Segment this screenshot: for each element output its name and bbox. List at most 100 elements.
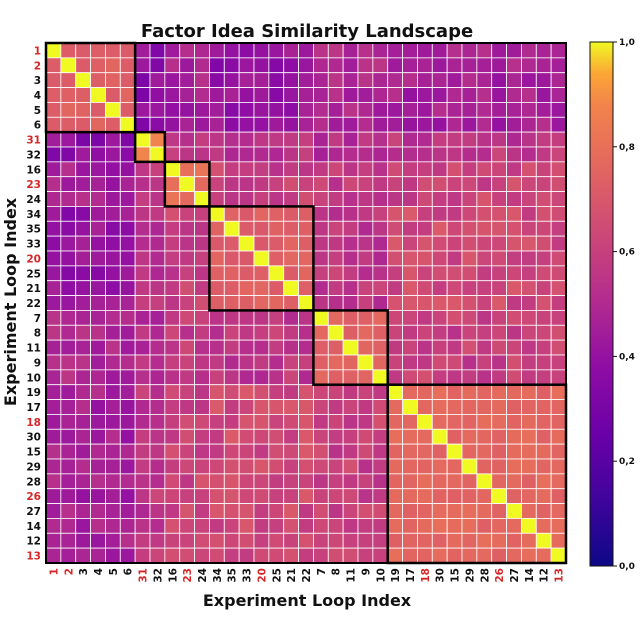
heatmap-cell xyxy=(283,532,299,549)
heatmap-cells xyxy=(45,42,567,564)
heatmap-cell xyxy=(60,443,77,460)
heatmap-cell xyxy=(238,161,255,178)
heatmap-cell xyxy=(461,57,478,74)
heatmap-cell xyxy=(90,42,106,59)
heatmap-cell xyxy=(105,324,121,341)
heatmap-cell xyxy=(134,324,151,341)
heatmap-cell xyxy=(90,102,106,118)
heatmap-cell xyxy=(402,235,418,252)
heatmap-cell xyxy=(209,310,225,326)
heatmap-cell xyxy=(521,518,537,534)
heatmap-cell xyxy=(268,72,285,88)
heatmap-cell xyxy=(298,220,314,237)
heatmap-cell xyxy=(253,518,270,534)
x-tick-label: 3 xyxy=(78,568,90,575)
heatmap-cell xyxy=(105,146,121,163)
heatmap-cell xyxy=(550,384,567,400)
heatmap-cell xyxy=(446,206,463,222)
heatmap-cell xyxy=(119,57,136,74)
heatmap-cell xyxy=(417,428,433,445)
x-tick-label: 34 xyxy=(212,568,224,583)
heatmap-cell xyxy=(283,102,299,118)
heatmap-cell xyxy=(461,161,478,178)
heatmap-cell xyxy=(387,87,403,103)
heatmap-cell xyxy=(313,324,329,341)
heatmap-cell xyxy=(550,443,567,460)
heatmap-cell xyxy=(134,176,151,192)
heatmap-cell xyxy=(506,354,522,371)
heatmap-cell xyxy=(90,488,106,504)
heatmap-cell xyxy=(550,161,567,178)
heatmap-cell xyxy=(372,414,389,430)
heatmap-cell xyxy=(313,310,329,326)
heatmap-cell xyxy=(431,369,448,386)
heatmap-cell xyxy=(90,414,106,430)
heatmap-cell xyxy=(75,295,91,311)
heatmap-cell xyxy=(149,488,166,504)
heatmap-cell xyxy=(476,324,493,341)
heatmap-cell xyxy=(283,488,299,504)
heatmap-cell xyxy=(535,339,552,356)
heatmap-cell xyxy=(90,191,106,207)
heatmap-cell xyxy=(431,116,448,133)
heatmap-cell xyxy=(550,250,567,267)
heatmap-cell xyxy=(268,458,285,475)
heatmap-cell xyxy=(223,116,240,133)
heatmap-cell xyxy=(298,339,314,356)
heatmap-cell xyxy=(253,102,270,118)
heatmap-cell xyxy=(431,146,448,163)
heatmap-cell xyxy=(417,280,433,296)
heatmap-cell xyxy=(476,146,493,163)
heatmap-cell xyxy=(535,503,552,519)
heatmap-cell xyxy=(105,295,121,311)
heatmap-cell xyxy=(283,146,299,163)
heatmap-cell xyxy=(521,250,537,267)
heatmap-cell xyxy=(535,532,552,549)
heatmap-cell xyxy=(134,131,151,148)
heatmap-cell xyxy=(179,369,195,386)
heatmap-cell xyxy=(402,161,418,178)
heatmap-cell xyxy=(431,280,448,296)
heatmap-cell xyxy=(119,547,136,564)
heatmap-cell xyxy=(60,503,77,519)
heatmap-cell xyxy=(521,339,537,356)
heatmap-cell xyxy=(75,87,91,103)
heatmap-cell xyxy=(446,384,463,400)
heatmap-cell xyxy=(550,503,567,519)
heatmap-cell xyxy=(60,42,77,59)
heatmap-cell xyxy=(149,473,166,490)
heatmap-cell xyxy=(417,310,433,326)
heatmap-cell xyxy=(476,102,493,118)
heatmap-cell xyxy=(298,265,314,282)
heatmap-cell xyxy=(164,146,181,163)
heatmap-cell xyxy=(491,206,507,222)
heatmap-cell xyxy=(149,220,166,237)
heatmap-cell xyxy=(313,176,329,192)
heatmap-cell xyxy=(313,72,329,88)
heatmap-cell xyxy=(209,191,225,207)
heatmap-cell xyxy=(209,458,225,475)
heatmap-cell xyxy=(461,295,478,311)
heatmap-cell xyxy=(119,176,136,192)
heatmap-cell xyxy=(446,369,463,386)
heatmap-cell xyxy=(506,399,522,415)
heatmap-cell xyxy=(372,369,389,386)
heatmap-cell xyxy=(194,532,210,549)
heatmap-cell xyxy=(223,354,240,371)
heatmap-cell xyxy=(45,265,62,282)
heatmap-cell xyxy=(119,443,136,460)
heatmap-cell xyxy=(179,488,195,504)
y-tick-label: 8 xyxy=(34,328,41,340)
x-tick-label: 32 xyxy=(152,568,164,583)
y-tick-label: 30 xyxy=(26,432,41,444)
heatmap-cell xyxy=(164,547,181,564)
heatmap-cell xyxy=(179,428,195,445)
heatmap-cell xyxy=(461,250,478,267)
heatmap-cell xyxy=(298,414,314,430)
heatmap-cell xyxy=(313,503,329,519)
heatmap-cell xyxy=(491,532,507,549)
heatmap-cell xyxy=(209,488,225,504)
heatmap-cell xyxy=(223,146,240,163)
heatmap-cell xyxy=(253,399,270,415)
heatmap-cell xyxy=(164,324,181,341)
